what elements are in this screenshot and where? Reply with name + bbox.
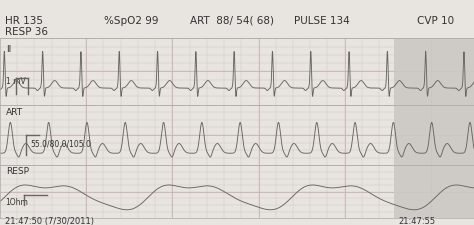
Text: 21:47:55: 21:47:55 bbox=[398, 217, 435, 225]
Text: RESP: RESP bbox=[6, 167, 29, 176]
Text: II: II bbox=[6, 45, 11, 54]
Text: 1Ohm: 1Ohm bbox=[6, 198, 28, 207]
Text: ART: ART bbox=[6, 108, 23, 117]
Bar bbox=[394, 38, 474, 105]
Text: PULSE 134: PULSE 134 bbox=[294, 16, 350, 26]
Text: %SpO2 99: %SpO2 99 bbox=[104, 16, 159, 26]
Text: ART  88/ 54( 68): ART 88/ 54( 68) bbox=[190, 16, 273, 26]
Bar bbox=[394, 105, 474, 165]
Text: 1 mV: 1 mV bbox=[6, 77, 26, 86]
Text: HR 135: HR 135 bbox=[5, 16, 43, 26]
Text: RESP 36: RESP 36 bbox=[5, 27, 48, 37]
Text: 21:47:50 (7/30/2011): 21:47:50 (7/30/2011) bbox=[5, 217, 94, 225]
Text: 55.0/80.0/105.0: 55.0/80.0/105.0 bbox=[31, 140, 91, 149]
Text: CVP 10: CVP 10 bbox=[417, 16, 454, 26]
Bar bbox=[394, 165, 474, 218]
